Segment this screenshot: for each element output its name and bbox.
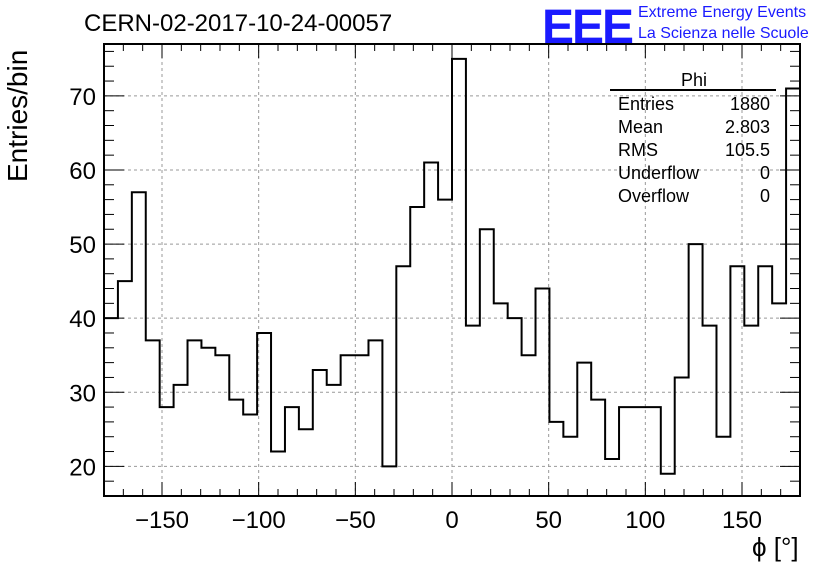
histogram-line xyxy=(104,57,800,475)
logo-line-1: Extreme Energy Events xyxy=(638,4,807,21)
y-tick-label: 70 xyxy=(69,84,96,111)
axis-ticks: −150 −100 −50 0 50 100 150 20 30 40 50 60 70 xyxy=(69,44,800,534)
y-tick-label: 30 xyxy=(69,380,96,407)
stats-value: 2.803 xyxy=(725,117,770,137)
y-tick-label: 50 xyxy=(69,232,96,259)
x-tick-label: −100 xyxy=(232,507,286,534)
x-tick-label: 100 xyxy=(625,507,665,534)
x-tick-label: 150 xyxy=(722,507,762,534)
y-tick-label: 20 xyxy=(69,454,96,481)
stats-label: Overflow xyxy=(618,186,690,206)
y-tick-label: 60 xyxy=(69,158,96,185)
stats-value: 0 xyxy=(760,163,770,183)
stats-value: 0 xyxy=(760,186,770,206)
stats-label: Mean xyxy=(618,117,663,137)
x-tick-label: 0 xyxy=(445,507,458,534)
x-axis-label: ϕ [°] xyxy=(752,532,799,562)
logo-line-2: La Scienza nelle Scuole xyxy=(638,25,809,42)
stats-value: 1880 xyxy=(730,94,770,114)
stats-label: Entries xyxy=(618,94,674,114)
stats-label: Underflow xyxy=(618,163,700,183)
y-tick-label: 40 xyxy=(69,306,96,333)
x-tick-label: −50 xyxy=(335,507,376,534)
stats-box: Phi Entries 1880 Mean 2.803 RMS 105.5 Underflow… xyxy=(610,70,776,206)
y-axis-label: Entries/bin xyxy=(2,49,33,182)
x-tick-label: −150 xyxy=(135,507,189,534)
eee-logo: EEE xyxy=(542,1,634,54)
stats-name: Phi xyxy=(681,70,707,90)
stats-label: RMS xyxy=(618,140,658,160)
stats-value: 105.5 xyxy=(725,140,770,160)
x-tick-label: 50 xyxy=(535,507,562,534)
chart-title: CERN-02-2017-10-24-00057 xyxy=(84,10,393,37)
